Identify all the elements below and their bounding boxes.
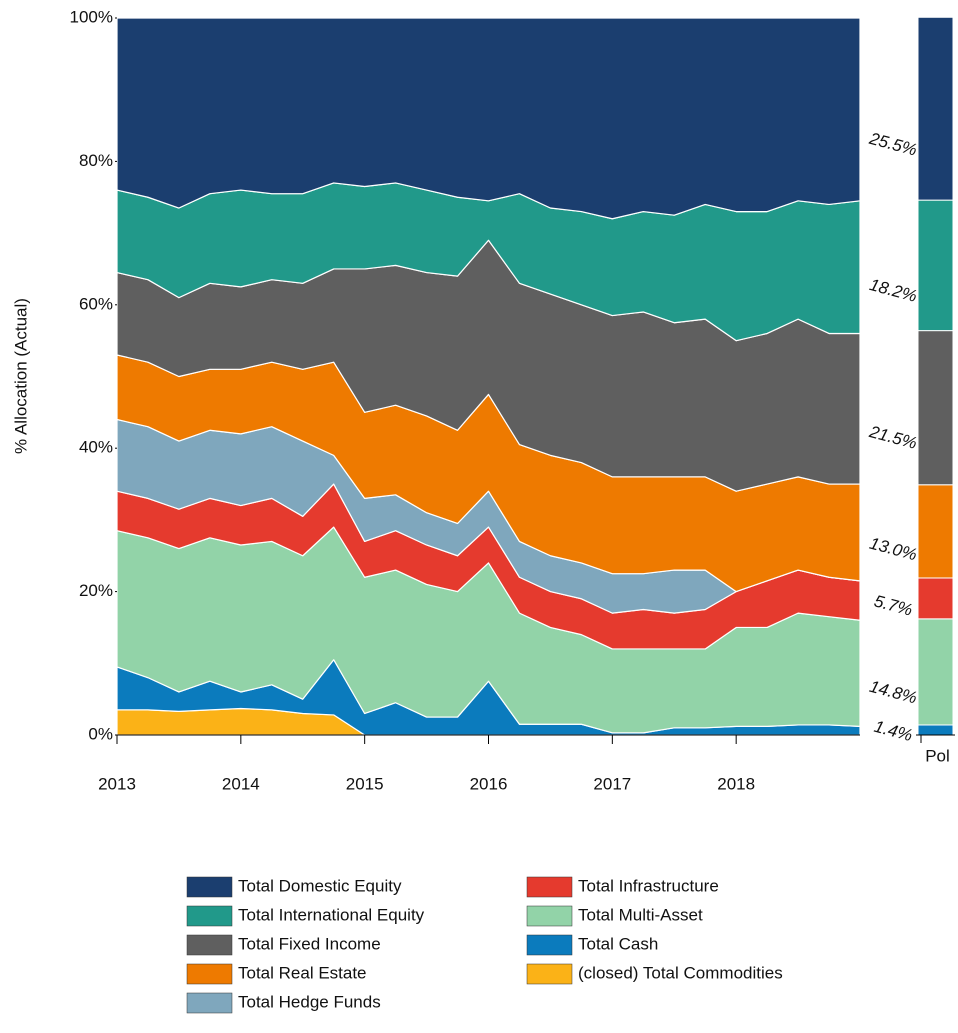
policy-segment [917, 618, 954, 726]
y-tick-label: 100% [70, 7, 113, 26]
legend-swatch [186, 934, 233, 956]
legend-swatch [186, 992, 233, 1014]
policy-label: 13.0% [868, 534, 919, 565]
policy-segment [917, 16, 954, 201]
legend-label: (closed) Total Commodities [578, 963, 783, 982]
plot-area [116, 17, 861, 736]
legend-label: Total Cash [578, 934, 658, 953]
legend-label: Total International Equity [238, 905, 425, 924]
legend-swatch [186, 905, 233, 927]
legend-swatch [526, 963, 573, 985]
legend-swatch [526, 934, 573, 956]
legend-label: Total Multi-Asset [578, 905, 703, 924]
legend-label: Total Hedge Funds [238, 992, 381, 1011]
policy-segment [917, 330, 954, 486]
x-tick-label: 2015 [346, 774, 384, 793]
legend-label: Total Domestic Equity [238, 876, 402, 895]
x-tick-label: 2017 [593, 774, 631, 793]
y-tick-label: 60% [79, 294, 113, 313]
policy-label: 1.4% [872, 717, 914, 745]
policy-name: Pol [925, 746, 950, 765]
y-axis-label: % Allocation (Actual) [11, 298, 30, 454]
policy-segment [917, 484, 954, 579]
policy-label: 14.8% [868, 677, 919, 708]
y-tick-label: 20% [79, 581, 113, 600]
policy-segment [917, 724, 954, 736]
legend-swatch [186, 876, 233, 898]
x-tick-label: 2014 [222, 774, 260, 793]
x-tick-label: 2016 [470, 774, 508, 793]
y-tick-label: 80% [79, 151, 113, 170]
policy-label: 25.5% [867, 129, 919, 160]
legend-label: Total Real Estate [238, 963, 367, 982]
area [116, 17, 861, 220]
policy-label: 18.2% [868, 275, 919, 306]
y-tick-label: 40% [79, 438, 113, 457]
policy-segment [917, 199, 954, 332]
legend-swatch [526, 905, 573, 927]
y-tick-label: 0% [88, 724, 113, 743]
x-tick-label: 2018 [717, 774, 755, 793]
legend-label: Total Fixed Income [238, 934, 381, 953]
policy-segment [917, 577, 954, 620]
legend-swatch [526, 876, 573, 898]
policy-label: 21.5% [867, 422, 919, 453]
legend-swatch [186, 963, 233, 985]
x-tick-label: 2013 [98, 774, 136, 793]
policy-label: 5.7% [872, 591, 914, 619]
legend-label: Total Infrastructure [578, 876, 719, 895]
